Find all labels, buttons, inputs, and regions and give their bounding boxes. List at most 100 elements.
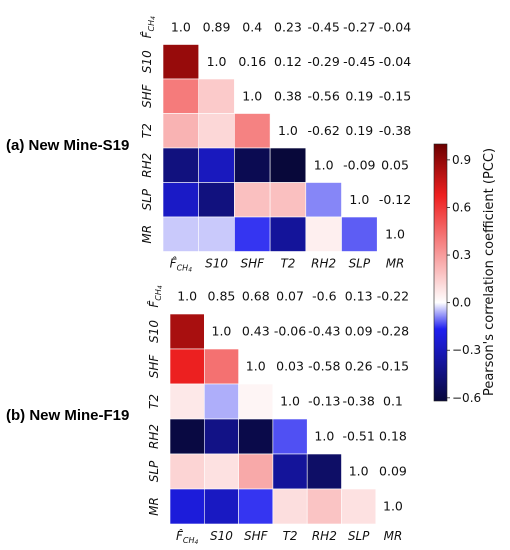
heatmap-cell (272, 453, 308, 490)
colorbar: Pearson's correlation coefficient (PCC) … (433, 143, 497, 405)
y-tick-label: T2 (147, 394, 161, 409)
heatmap-cell (169, 488, 205, 525)
coefficient-label: 1.0 (242, 88, 262, 103)
coefficient-label: 0.13 (345, 289, 373, 304)
x-tick-label: SHF (244, 529, 269, 543)
coefficient-label: -0.38 (342, 394, 374, 409)
heatmap-cell (162, 182, 200, 218)
colorbar-tick-label: 0.9 (452, 153, 471, 167)
colorbar-tick-label: 0.0 (452, 296, 471, 310)
coefficient-label: 0.68 (242, 289, 270, 304)
heatmap-cell (198, 216, 235, 252)
y-tick-label: F̂CH4 (140, 16, 157, 39)
heatmap-cell (341, 488, 377, 525)
coefficient-label: 1.0 (171, 19, 191, 34)
heatmap-cell (198, 147, 235, 183)
coefficient-label: 1.0 (314, 429, 334, 444)
coefficient-label: 1.0 (177, 289, 197, 304)
y-tick-label: RH2 (147, 424, 161, 449)
coefficient-label: -0.56 (307, 88, 339, 103)
y-tick-label: SHF (147, 354, 161, 379)
y-tick-label: MR (140, 225, 154, 244)
heatmap-cell (234, 182, 271, 218)
panel-label-a: (a) New Mine-S19 (6, 137, 129, 154)
coefficient-label: 0.23 (274, 19, 302, 34)
heatmap-cell (269, 182, 307, 218)
heatmap-cell (269, 147, 307, 183)
panel-label-b: (b) New Mine-F19 (6, 407, 129, 424)
heatmap-cell (341, 216, 378, 252)
coefficient-label: 1.0 (385, 226, 405, 241)
coefficient-label: 0.38 (274, 88, 302, 103)
coefficient-label: -0.43 (308, 324, 340, 339)
heatmap-cell (305, 182, 342, 218)
heatmap-cell (169, 383, 205, 420)
heatmap-cell (204, 453, 239, 490)
heatmap-cell (234, 113, 271, 149)
coefficient-label: 0.89 (203, 19, 231, 34)
x-tick-label: RH2 (312, 529, 337, 543)
coefficient-label: 0.18 (379, 429, 407, 444)
coefficient-label: -0.6 (312, 289, 336, 304)
coefficient-label: 1.0 (278, 123, 298, 138)
heatmap-cell (238, 453, 274, 490)
y-tick-label: F̂CH4 (147, 285, 164, 308)
heatmap-cell (162, 78, 200, 114)
coefficient-label: 1.0 (280, 394, 300, 409)
x-tick-label: SHF (240, 257, 265, 271)
y-tick-label: S10 (147, 320, 161, 343)
heatmap-panel-b: (b) New Mine-F19 1.0 0.85 0.68 0.07 -0.6 0.13… (6, 285, 409, 546)
coefficient-label: 0.07 (276, 289, 304, 304)
coefficient-label: 1.0 (349, 464, 369, 479)
y-tick-label: RH2 (140, 153, 154, 178)
heatmap-cell (204, 418, 239, 455)
heatmap-cell (204, 383, 239, 420)
x-tick-label: T2 (280, 257, 295, 271)
coefficient-label: 0.1 (383, 394, 403, 409)
coefficient-label: 0.26 (345, 359, 373, 374)
heatmap-cell (234, 147, 271, 183)
coefficient-label: 0.16 (238, 54, 266, 69)
heatmap-cell (306, 488, 342, 525)
heatmap-cell (162, 44, 200, 80)
coefficient-label: 0.19 (345, 123, 373, 138)
heatmap-cell (169, 418, 205, 455)
coefficient-label: -0.09 (343, 157, 375, 172)
heatmap-cell (198, 182, 235, 218)
x-tick-label: F̂CH4 (176, 529, 199, 546)
heatmap-cell (238, 383, 274, 420)
heatmap-cell (204, 488, 239, 525)
coefficient-label: -0.51 (342, 429, 374, 444)
coefficient-label: 0.05 (381, 157, 409, 172)
heatmap-cell (238, 488, 274, 525)
coefficient-label: 1.0 (314, 157, 334, 172)
heatmap-cell (238, 418, 274, 455)
coefficient-label: -0.04 (379, 19, 411, 34)
coefficient-label: 0.09 (345, 324, 373, 339)
coefficient-label: -0.12 (379, 192, 411, 207)
heatmap-cell (162, 216, 200, 252)
x-tick-label: MR (386, 257, 405, 271)
coefficient-label: 0.12 (274, 54, 302, 69)
heatmap-cell (234, 216, 271, 252)
coefficient-label: -0.27 (343, 19, 375, 34)
coefficient-label: -0.28 (377, 324, 409, 339)
coefficient-label: 0.85 (208, 289, 236, 304)
heatmap-cell (169, 453, 205, 490)
coefficient-label: 0.03 (276, 359, 304, 374)
heatmap-panel-a: (a) New Mine-S19 1.0 0.89 0.4 0.23 -0.45 -0.2… (6, 16, 411, 274)
heatmap-cell (306, 453, 342, 490)
x-tick-label: S10 (205, 257, 228, 271)
coefficient-label: -0.04 (379, 54, 411, 69)
colorbar-tick-label: 0.6 (452, 200, 471, 214)
colorbar-gradient (433, 143, 448, 402)
coefficient-label: -0.06 (274, 324, 306, 339)
coefficient-label: -0.38 (379, 123, 411, 138)
coefficient-label: 1.0 (207, 54, 227, 69)
heatmap-cell (272, 488, 308, 525)
coefficient-label: 1.0 (383, 499, 403, 514)
y-tick-label: S10 (140, 50, 154, 73)
x-tick-label: SLP (349, 257, 371, 271)
coefficient-label: 0.4 (242, 19, 262, 34)
coefficient-label: -0.62 (307, 123, 339, 138)
